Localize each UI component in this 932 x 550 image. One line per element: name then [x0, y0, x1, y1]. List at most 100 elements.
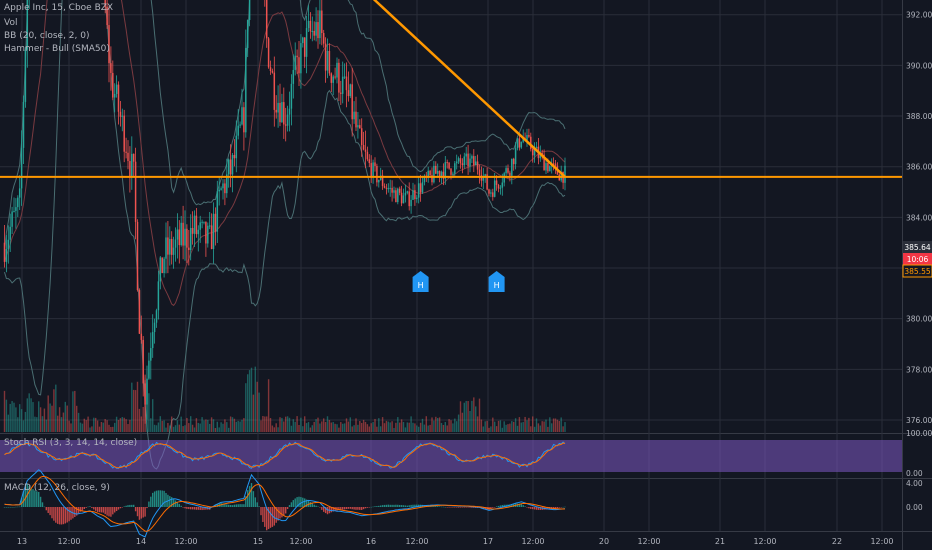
macd-histogram-bar — [176, 502, 179, 507]
candle-body — [505, 168, 507, 174]
candle — [391, 180, 393, 202]
volume-bar — [161, 420, 163, 432]
candle — [112, 60, 114, 101]
candle-body — [347, 90, 350, 97]
candle — [241, 88, 243, 126]
macd-histogram-bar — [416, 504, 418, 507]
macd-histogram-bar — [281, 507, 283, 518]
candle — [315, 7, 317, 42]
candle — [364, 130, 367, 169]
stoch-d-line — [4, 442, 566, 469]
candle-body — [499, 187, 502, 189]
candle-body — [7, 239, 10, 250]
candle-body — [201, 221, 203, 223]
macd-histogram-bar — [243, 504, 245, 507]
macd-histogram-bar — [457, 507, 460, 508]
time-tick-label: 17 — [483, 537, 493, 546]
candle-body — [549, 166, 551, 172]
candle — [370, 155, 372, 183]
candle — [307, 5, 310, 33]
volume-bar — [518, 417, 521, 432]
macd-histogram-bar — [252, 491, 255, 507]
candle-body — [340, 92, 342, 94]
candle-body — [231, 154, 234, 175]
volume-bar — [163, 420, 165, 432]
macd-histogram-bar — [347, 507, 350, 509]
volume-bar — [305, 423, 308, 432]
volume-bar — [410, 416, 412, 432]
candle-body — [115, 84, 118, 94]
volume-bar — [64, 401, 66, 432]
candle — [303, 37, 306, 68]
candle — [290, 74, 293, 126]
volume-bar — [205, 419, 207, 432]
volume-bar — [497, 420, 500, 432]
candle-body — [357, 125, 359, 128]
candle-body — [353, 111, 355, 120]
candle-body — [157, 281, 160, 311]
candle — [17, 195, 19, 217]
macd-histogram-bar — [197, 507, 199, 510]
volume-bar — [159, 416, 161, 432]
candle — [389, 179, 391, 197]
macd-histogram-bar — [134, 507, 137, 512]
candle — [159, 256, 162, 290]
candle-body — [355, 111, 357, 128]
candle — [387, 183, 390, 193]
volume-bar — [28, 393, 30, 432]
candle — [208, 211, 211, 230]
macd-histogram-bar — [123, 506, 125, 507]
volume-bar — [49, 403, 51, 432]
time-tick-label: 16 — [366, 537, 376, 546]
macd-histogram-bar — [271, 507, 274, 527]
macd-histogram-bar — [402, 505, 405, 507]
stoch-tick-label: 100.00 — [906, 429, 932, 438]
volume-bar — [17, 417, 19, 432]
macd-histogram-bar — [119, 507, 122, 509]
candle-body — [132, 153, 135, 162]
candle — [197, 225, 200, 252]
macd-histogram-bar — [283, 507, 285, 516]
volume-bar — [264, 416, 266, 432]
candle — [319, 0, 321, 45]
candle-body — [450, 168, 452, 175]
candle — [436, 163, 439, 178]
candle-body — [208, 225, 211, 227]
candle — [138, 288, 141, 334]
candle — [279, 83, 281, 127]
macd-histogram-bar — [85, 507, 87, 508]
macd-histogram-bar — [68, 507, 70, 522]
macd-histogram-bar — [131, 504, 133, 507]
volume-bar — [300, 417, 302, 432]
macd-histogram-bar — [355, 507, 357, 510]
volume-bar — [362, 419, 365, 432]
macd-histogram-bar — [108, 507, 110, 517]
price-label-text: 385.64 — [904, 243, 930, 252]
candle-body — [376, 165, 378, 183]
macd-histogram-bar — [397, 504, 399, 507]
candle-body — [520, 141, 523, 148]
candle-body — [313, 30, 315, 36]
candle-body — [467, 153, 469, 167]
macd-histogram-bar — [171, 497, 173, 507]
candle — [115, 75, 118, 98]
candle — [309, 12, 312, 39]
candle — [205, 221, 207, 257]
volume-bar — [533, 426, 536, 432]
macd-histogram-bar — [370, 506, 372, 508]
macd-histogram-bar — [305, 499, 308, 507]
volume-bar — [435, 416, 437, 432]
candle — [294, 42, 296, 76]
macd-histogram-bar — [374, 506, 376, 507]
macd-histogram-bar — [556, 507, 559, 509]
macd-histogram-bar — [564, 506, 566, 508]
price-tick-label: 386.00 — [906, 163, 932, 172]
candle-body — [360, 128, 363, 145]
volume-bar — [207, 419, 209, 432]
volume-bar — [248, 370, 251, 432]
macd-histogram-bar — [273, 507, 275, 526]
candle-body — [186, 228, 188, 248]
candle — [193, 210, 196, 248]
volume-bar — [214, 427, 217, 432]
